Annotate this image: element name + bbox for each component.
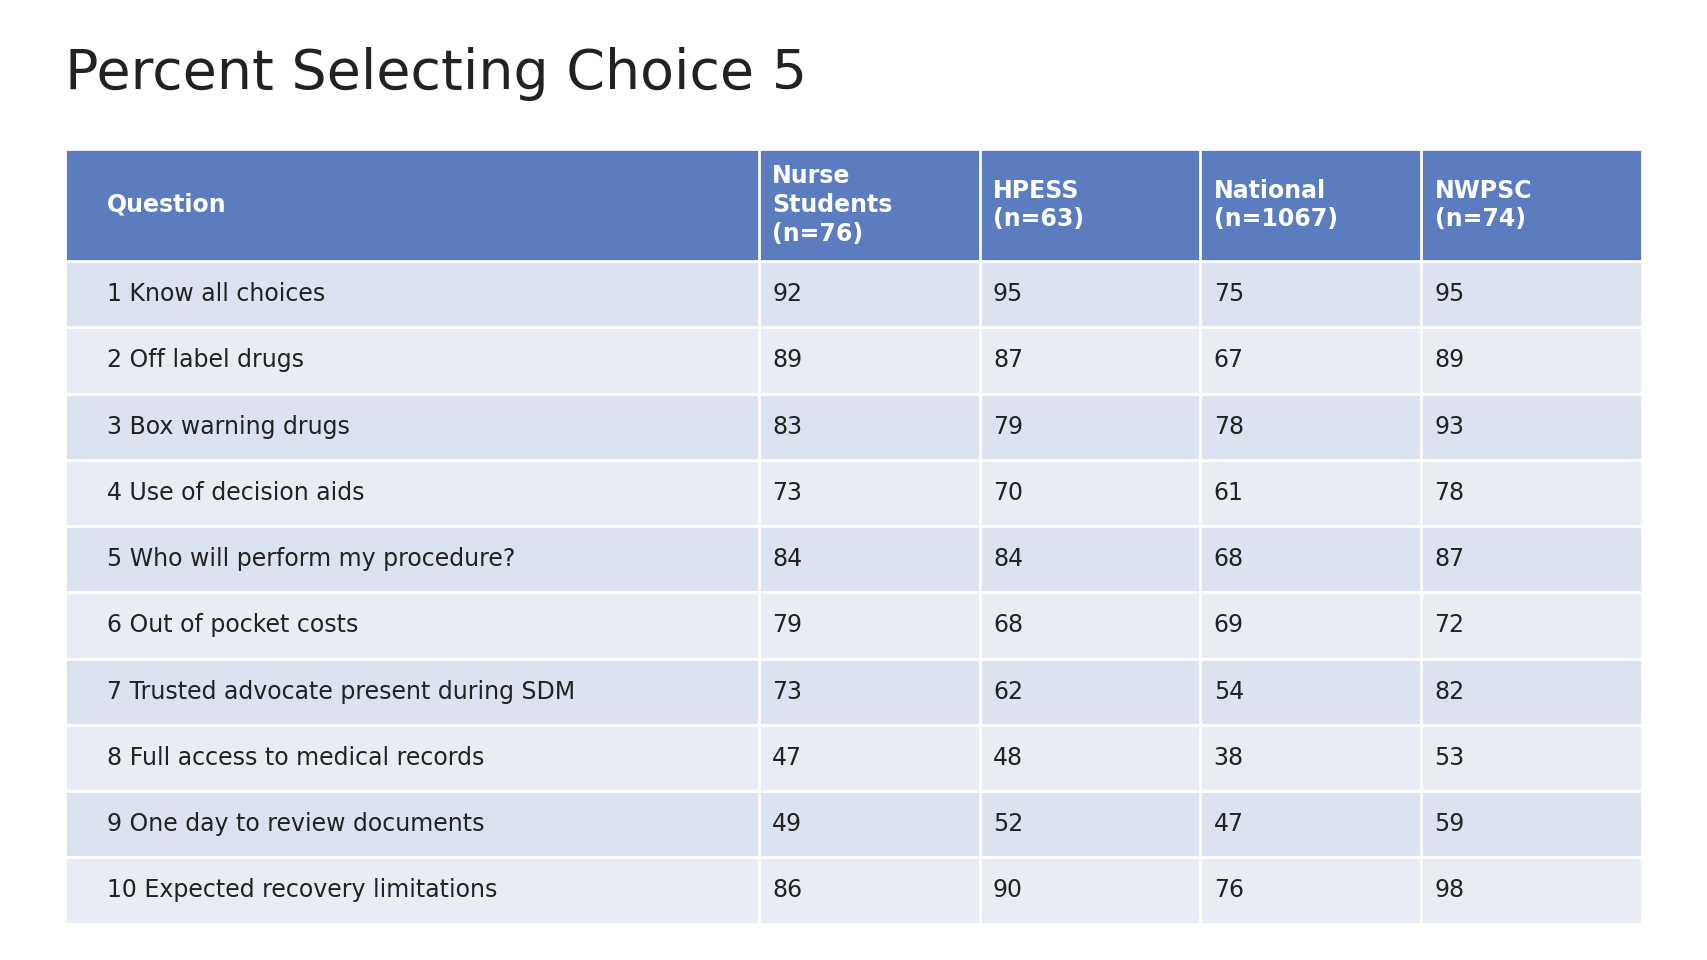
Text: 7 Trusted advocate present during SDM: 7 Trusted advocate present during SDM: [106, 680, 575, 704]
Text: 90: 90: [993, 878, 1022, 902]
Text: 54: 54: [1214, 680, 1244, 704]
Text: 47: 47: [772, 746, 802, 770]
Text: 9 One day to review documents: 9 One day to review documents: [106, 812, 485, 836]
Text: 2 Off label drugs: 2 Off label drugs: [106, 348, 304, 372]
Text: HPESS
(n=63): HPESS (n=63): [993, 179, 1084, 231]
Text: 70: 70: [993, 481, 1022, 505]
Text: 38: 38: [1214, 746, 1244, 770]
Text: 48: 48: [993, 746, 1022, 770]
Text: Nurse
Students
(n=76): Nurse Students (n=76): [772, 164, 893, 246]
Text: 53: 53: [1434, 746, 1465, 770]
Text: 95: 95: [1434, 282, 1465, 306]
Text: 62: 62: [993, 680, 1022, 704]
Text: 98: 98: [1434, 878, 1465, 902]
Text: 95: 95: [993, 282, 1022, 306]
Text: 8 Full access to medical records: 8 Full access to medical records: [106, 746, 483, 770]
Text: 89: 89: [772, 348, 802, 372]
Text: 61: 61: [1214, 481, 1244, 505]
Text: 75: 75: [1214, 282, 1244, 306]
Text: 73: 73: [772, 481, 802, 505]
Text: 47: 47: [1214, 812, 1244, 836]
Text: 83: 83: [772, 415, 802, 439]
Text: 76: 76: [1214, 878, 1244, 902]
Text: 68: 68: [1214, 547, 1244, 571]
Text: 87: 87: [993, 348, 1022, 372]
Text: National
(n=1067): National (n=1067): [1214, 179, 1338, 231]
Text: 10 Expected recovery limitations: 10 Expected recovery limitations: [106, 878, 497, 902]
Text: 4 Use of decision aids: 4 Use of decision aids: [106, 481, 364, 505]
Text: 49: 49: [772, 812, 802, 836]
Text: 67: 67: [1214, 348, 1244, 372]
Text: 86: 86: [772, 878, 802, 902]
Text: 84: 84: [772, 547, 802, 571]
Text: 1 Know all choices: 1 Know all choices: [106, 282, 324, 306]
Text: 3 Box warning drugs: 3 Box warning drugs: [106, 415, 350, 439]
Text: 92: 92: [772, 282, 802, 306]
Text: 69: 69: [1214, 613, 1244, 637]
Text: Question: Question: [106, 193, 225, 217]
Text: 82: 82: [1434, 680, 1465, 704]
Text: 93: 93: [1434, 415, 1465, 439]
Text: 72: 72: [1434, 613, 1465, 637]
Text: Percent Selecting Choice 5: Percent Selecting Choice 5: [65, 47, 807, 101]
Text: 68: 68: [993, 613, 1022, 637]
Text: 73: 73: [772, 680, 802, 704]
Text: 78: 78: [1434, 481, 1465, 505]
Text: 52: 52: [993, 812, 1022, 836]
Text: 78: 78: [1214, 415, 1244, 439]
Text: 59: 59: [1434, 812, 1465, 836]
Text: 5 Who will perform my procedure?: 5 Who will perform my procedure?: [106, 547, 516, 571]
Text: 84: 84: [993, 547, 1022, 571]
Text: 79: 79: [993, 415, 1022, 439]
Text: NWPSC
(n=74): NWPSC (n=74): [1434, 179, 1533, 231]
Text: 6 Out of pocket costs: 6 Out of pocket costs: [106, 613, 358, 637]
Text: 87: 87: [1434, 547, 1465, 571]
Text: 89: 89: [1434, 348, 1465, 372]
Text: 79: 79: [772, 613, 802, 637]
